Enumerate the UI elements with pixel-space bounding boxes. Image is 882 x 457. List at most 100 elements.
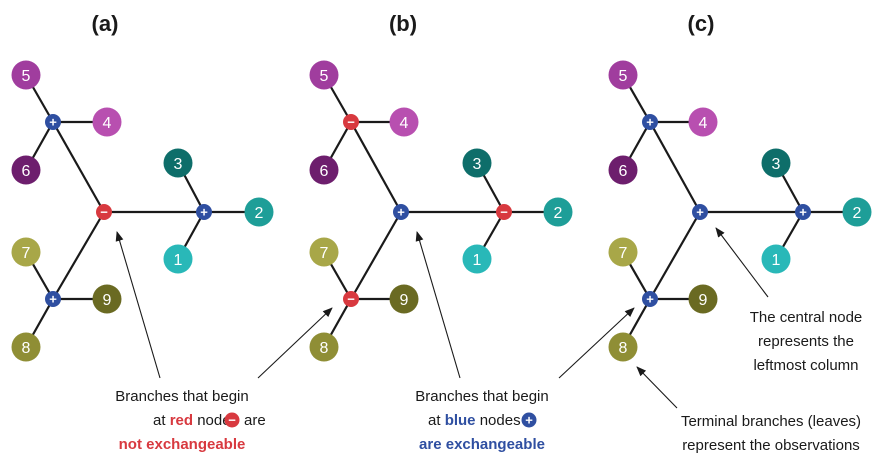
internal-node-bottom-plus: + — [45, 291, 61, 307]
leaf-4: 4 — [688, 107, 718, 137]
panel-a-edges — [25, 74, 259, 348]
annotation-arrows — [115, 227, 769, 409]
svg-text:5: 5 — [619, 68, 628, 85]
arrow-central-to-c-center — [715, 227, 769, 298]
svg-text:7: 7 — [22, 245, 31, 262]
leaf-3: 3 — [163, 148, 193, 178]
leaf-1: 1 — [761, 244, 791, 274]
svg-text:5: 5 — [22, 68, 31, 85]
leaf-7: 7 — [608, 237, 638, 267]
caption-blue-nodes: Branches that begin at blue nodes + are … — [415, 388, 548, 453]
leaf-2: 2 — [543, 197, 573, 227]
internal-node-right-minus: − — [496, 204, 512, 220]
svg-text:9: 9 — [103, 292, 112, 309]
svg-text:+: + — [646, 292, 654, 307]
leaf-8: 8 — [608, 332, 638, 362]
svg-text:+: + — [49, 292, 57, 307]
svg-text:The central node: The central node — [750, 309, 863, 326]
leaf-5: 5 — [608, 60, 638, 90]
svg-text:+: + — [696, 205, 704, 220]
leaf-1: 1 — [462, 244, 492, 274]
svg-text:6: 6 — [22, 163, 31, 180]
leaf-7: 7 — [11, 237, 41, 267]
svg-text:2: 2 — [255, 205, 264, 222]
leaf-4: 4 — [389, 107, 419, 137]
svg-text:1: 1 — [772, 252, 781, 269]
leaf-9: 9 — [688, 284, 718, 314]
panel-a: (a) 5 4 6 7 9 8 3 2 1 + − + + — [11, 11, 274, 362]
svg-text:not exchangeable: not exchangeable — [119, 436, 246, 453]
panel-c-label: (c) — [688, 11, 715, 36]
internal-node-top-plus: + — [45, 114, 61, 130]
leaf-2: 2 — [244, 197, 274, 227]
svg-text:+: + — [397, 205, 405, 220]
red-node-symbol: − — [224, 412, 240, 428]
svg-text:leftmost column: leftmost column — [753, 357, 858, 374]
svg-text:1: 1 — [473, 252, 482, 269]
svg-text:5: 5 — [320, 68, 329, 85]
leaf-7: 7 — [309, 237, 339, 267]
arrow-terminal-to-leaf-8 — [636, 366, 678, 409]
svg-text:8: 8 — [619, 340, 628, 357]
central-node-plus: + — [393, 204, 409, 220]
panel-b-label: (b) — [389, 11, 417, 36]
svg-text:−: − — [347, 292, 355, 307]
leaf-1: 1 — [163, 244, 193, 274]
svg-text:8: 8 — [22, 340, 31, 357]
svg-text:+: + — [200, 205, 208, 220]
svg-text:6: 6 — [619, 163, 628, 180]
leaf-5: 5 — [309, 60, 339, 90]
svg-text:4: 4 — [400, 115, 409, 132]
leaf-5: 5 — [11, 60, 41, 90]
internal-node-right-plus: + — [795, 204, 811, 220]
arrow-red-to-a-center — [115, 231, 161, 379]
leaf-9: 9 — [92, 284, 122, 314]
svg-text:+: + — [646, 115, 654, 130]
panel-b: (b) 5 4 6 7 9 8 3 2 1 − + − − — [309, 11, 573, 362]
leaf-2: 2 — [842, 197, 872, 227]
leaf-4: 4 — [92, 107, 122, 137]
leaf-8: 8 — [11, 332, 41, 362]
svg-text:6: 6 — [320, 163, 329, 180]
svg-text:Branches that begin: Branches that begin — [415, 388, 548, 405]
panel-c: (c) 5 4 6 7 9 8 3 2 1 + + + + — [608, 11, 872, 362]
arrow-red-to-b-bottom — [257, 307, 333, 379]
svg-text:4: 4 — [699, 115, 708, 132]
svg-text:+: + — [799, 205, 807, 220]
svg-text:represents the: represents the — [758, 333, 854, 350]
svg-text:−: − — [347, 115, 355, 130]
caption-terminal-branches: Terminal branches (leaves) represent the… — [681, 413, 861, 454]
svg-text:7: 7 — [619, 245, 628, 262]
svg-text:9: 9 — [699, 292, 708, 309]
panel-c-edges — [622, 74, 857, 348]
leaf-3: 3 — [462, 148, 492, 178]
leaf-9: 9 — [389, 284, 419, 314]
svg-text:−: − — [100, 205, 108, 220]
leaf-3: 3 — [761, 148, 791, 178]
internal-node-top-plus: + — [642, 114, 658, 130]
svg-text:are exchangeable: are exchangeable — [419, 436, 545, 453]
caption-central-node: The central node represents the leftmost… — [750, 309, 863, 374]
leaf-8: 8 — [309, 332, 339, 362]
svg-text:4: 4 — [103, 115, 112, 132]
leaf-6: 6 — [309, 155, 339, 185]
svg-text:−: − — [228, 413, 236, 428]
blue-node-symbol: + — [521, 412, 537, 428]
central-node-minus: − — [96, 204, 112, 220]
svg-text:represent the observations: represent the observations — [682, 437, 860, 454]
svg-text:+: + — [49, 115, 57, 130]
caption-red-nodes: Branches that begin at red nodes − are n… — [115, 388, 265, 453]
internal-node-top-minus: − — [343, 114, 359, 130]
panel-b-edges — [323, 74, 558, 348]
svg-text:2: 2 — [554, 205, 563, 222]
svg-text:2: 2 — [853, 205, 862, 222]
arrow-blue-to-b-center — [415, 231, 461, 379]
internal-node-bottom-plus: + — [642, 291, 658, 307]
svg-text:3: 3 — [473, 156, 482, 173]
internal-node-bottom-minus: − — [343, 291, 359, 307]
svg-text:+: + — [525, 413, 533, 428]
svg-text:are: are — [244, 412, 266, 429]
svg-text:at blue nodes: at blue nodes — [428, 412, 521, 429]
leaf-6: 6 — [11, 155, 41, 185]
